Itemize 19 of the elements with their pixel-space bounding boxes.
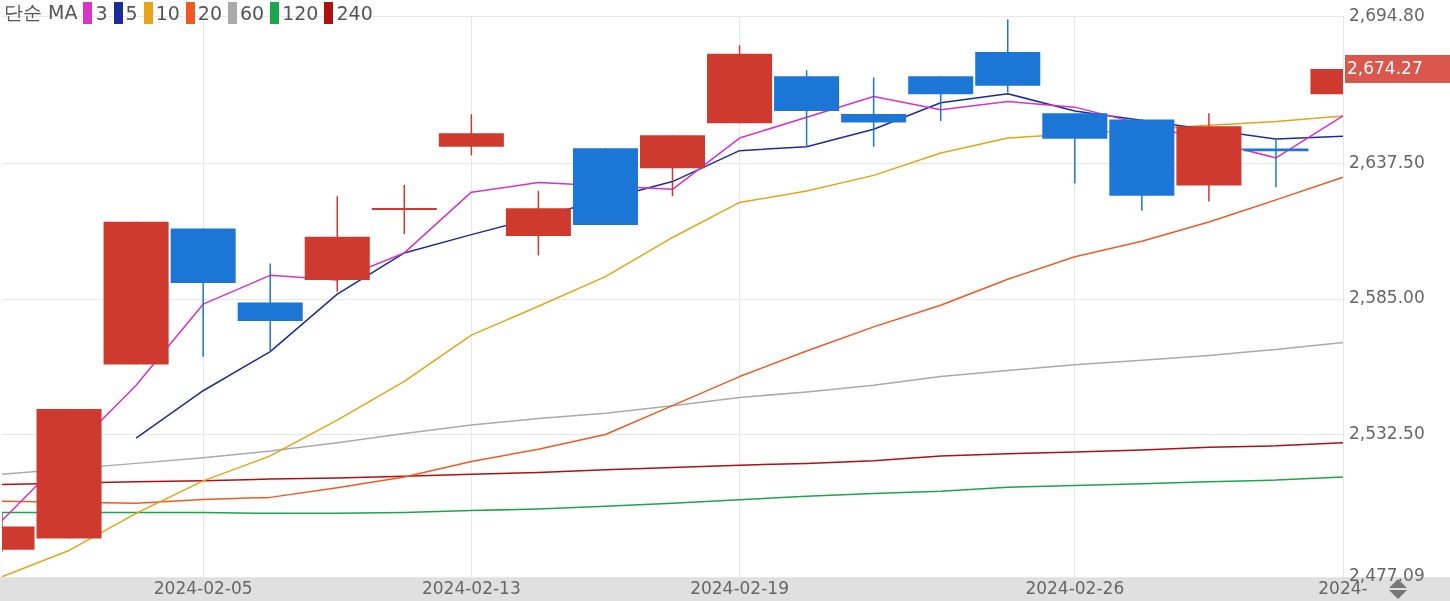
y-tick-label: 2,637.50 [1349,152,1425,173]
legend-label: 20 [197,2,222,24]
x-tick-label: 2024-02-13 [421,577,521,598]
legend-label: 10 [155,2,180,24]
text: 2,674.27 [1347,57,1423,78]
y-tick-label: 2,585.00 [1349,287,1425,308]
y-tick-label: 2,532.50 [1349,422,1425,443]
candlestick [841,76,907,148]
y-tick-label: 2,694.80 [1349,4,1425,25]
candlestick [371,184,437,235]
legend-label: 60 [240,2,265,24]
legend-label: 120 [282,2,319,24]
legend-title: 단순 MA [4,0,78,25]
x-tick-label: 2024-02-05 [153,577,253,598]
legend-label: 3 [95,2,108,24]
legend-label: 240 [336,2,373,24]
x-tick-label: 2024-02-26 [1025,577,1125,598]
legend-label: 5 [125,2,138,24]
x-tick-label: 2024-02-19 [690,577,789,598]
